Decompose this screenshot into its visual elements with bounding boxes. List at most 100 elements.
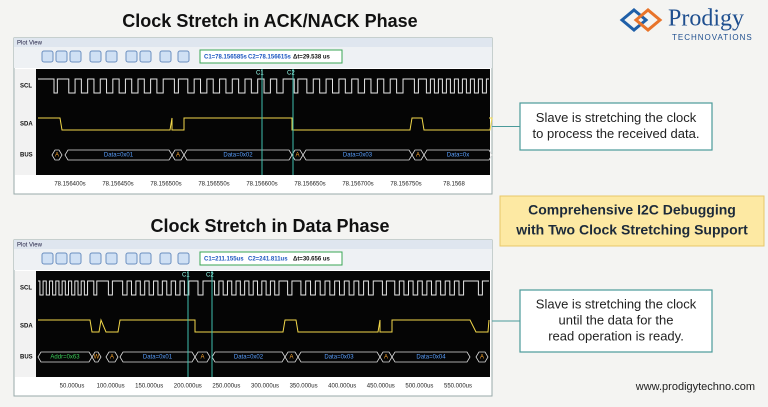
toolbar-button[interactable] (139, 252, 152, 265)
time-label: 250.000us (212, 384, 240, 390)
time-label: 78.156450s (102, 182, 133, 188)
bus-label: A (384, 355, 388, 361)
toolbar-button[interactable] (177, 252, 190, 265)
toolbar-button[interactable] (69, 50, 82, 63)
channel-label: BUS (20, 153, 33, 159)
time-label: 50.000us (60, 384, 85, 390)
time-label: 78.156400s (54, 182, 85, 188)
readout-value: Δt=29.538 us (293, 55, 330, 61)
readout-value: C1=78.156585s (204, 55, 248, 61)
toolbar-button[interactable] (89, 252, 102, 265)
toolbar-button[interactable] (41, 252, 54, 265)
bus-label: A (289, 355, 293, 361)
toolbar-button[interactable] (125, 50, 138, 63)
panel-title: Clock Stretch in Data Phase (150, 216, 389, 236)
bus-segment (423, 149, 493, 161)
window-title: Plot View (17, 243, 43, 249)
banner-text: Comprehensive I2C Debugging (528, 202, 736, 218)
time-label: 78.1568 (443, 182, 465, 188)
cursor-label: C1 (182, 273, 190, 279)
toolbar-button[interactable] (105, 252, 118, 265)
callout-text: Slave is stretching the clock (536, 110, 697, 125)
time-label: 78.156750s (390, 182, 421, 188)
cursor-label: C2 (287, 71, 295, 77)
time-label: 500.000us (405, 384, 433, 390)
bus-label: Addr=0x63 (50, 355, 80, 361)
bus-label: Data=0x02 (223, 153, 253, 159)
sda-waveform (38, 117, 493, 131)
bus-segment (475, 351, 489, 363)
scl-waveform (38, 280, 489, 296)
time-label: 100.000us (97, 384, 125, 390)
bus-label: Data=0x01 (104, 153, 134, 159)
callout-text: until the data for the (559, 312, 674, 327)
window-bar (14, 240, 492, 249)
bus-label: Data=0x01 (143, 355, 173, 361)
callout-text: Slave is stretching the clock (536, 296, 697, 311)
bus-segment (194, 351, 211, 363)
time-label: 550.000us (444, 384, 472, 390)
bus-label: Data=0x04 (416, 355, 446, 361)
window-bar (14, 38, 492, 47)
toolbar-button[interactable] (55, 252, 68, 265)
readout-value: C2=78.156615s (248, 55, 292, 61)
toolbar-button[interactable] (125, 252, 138, 265)
toolbar-button[interactable] (69, 252, 82, 265)
bus-segment (91, 351, 102, 363)
time-label: 350.000us (290, 384, 318, 390)
time-label: 150.000us (135, 384, 163, 390)
readout-value: C2=241.811us (248, 257, 288, 263)
bus-label: A (295, 153, 299, 159)
toolbar-button[interactable] (159, 50, 172, 63)
bus-label: Data=0x03 (324, 355, 354, 361)
bus-label: A (416, 153, 420, 159)
toolbar-button[interactable] (41, 50, 54, 63)
logo-tagline: TECHNOVATIONS (672, 33, 753, 42)
time-label: 300.000us (251, 384, 279, 390)
time-axis (15, 377, 491, 395)
cursor-label: C1 (256, 71, 264, 77)
bus-label: A (200, 355, 204, 361)
channel-label: SCL (20, 286, 32, 292)
bus-label: A (176, 153, 180, 159)
scl-waveform (38, 78, 489, 94)
channel-label: BUS (20, 355, 33, 361)
logo-icon (619, 8, 663, 32)
callout-text: read operation is ready. (548, 328, 684, 343)
window-title: Plot View (17, 41, 43, 47)
toolbar-button[interactable] (105, 50, 118, 63)
cursor-readout (199, 251, 343, 266)
bus-label: Data=0x02 (234, 355, 264, 361)
toolbar-button[interactable] (55, 50, 68, 63)
time-label: 200.000us (174, 384, 202, 390)
channel-labels-panel (15, 271, 36, 377)
time-label: 78.156700s (342, 182, 373, 188)
url: www.prodigytechno.com (635, 381, 755, 393)
bus-segment (105, 351, 119, 363)
toolbar-button[interactable] (139, 50, 152, 63)
time-label: 78.156500s (150, 182, 181, 188)
bus-label: A (55, 153, 59, 159)
banner-box (499, 195, 765, 247)
toolbar-button[interactable] (177, 50, 190, 63)
bus-label: Data=0x (447, 153, 470, 159)
time-label: 450.000us (367, 384, 395, 390)
channel-labels-panel (15, 69, 36, 175)
time-axis (15, 175, 491, 193)
logo-name: Prodigy (668, 6, 744, 32)
channel-label: SDA (20, 122, 33, 128)
sda-waveform (38, 318, 490, 333)
time-label: 78.156650s (294, 182, 325, 188)
bus-segment (391, 351, 471, 363)
toolbar-button[interactable] (159, 252, 172, 265)
bus-label: A (480, 355, 484, 361)
panel-title: Clock Stretch in ACK/NACK Phase (122, 11, 417, 31)
cursor-readout (199, 49, 343, 64)
channel-label: SCL (20, 84, 32, 90)
channel-label: SDA (20, 324, 33, 330)
readout-value: C1=211.155us (204, 257, 244, 263)
plot-area (36, 271, 490, 377)
toolbar-button[interactable] (89, 50, 102, 63)
plot-view-window: Plot View C1=78.156585s C2=78.156615s Δt=29… (13, 37, 493, 195)
